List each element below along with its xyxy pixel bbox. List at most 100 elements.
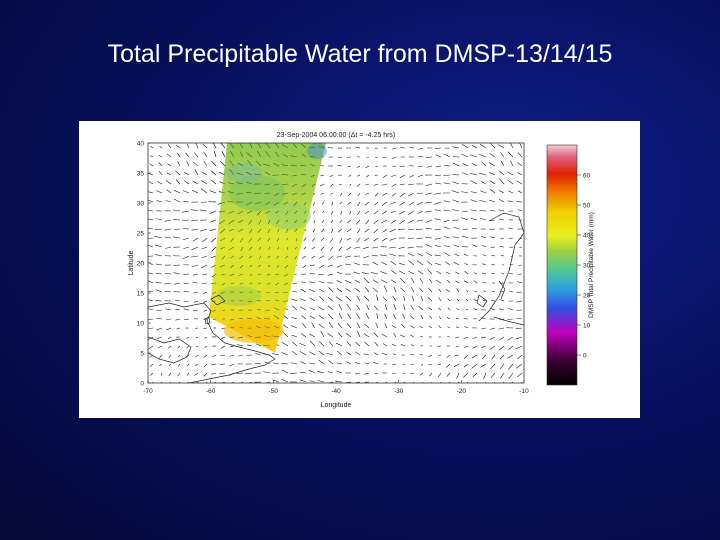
wind-vector (156, 318, 163, 320)
wind-vector (165, 180, 172, 185)
wind-vector (219, 354, 226, 357)
wind-vector (434, 237, 442, 240)
wind-vector (474, 290, 478, 293)
swath-wind-vector (257, 264, 262, 268)
wind-vector (365, 174, 370, 178)
wind-vector (452, 199, 460, 203)
wind-vector (507, 179, 514, 185)
wind-vector (500, 372, 505, 379)
wind-vector (437, 363, 442, 366)
wind-vector (339, 237, 343, 244)
wind-vector (346, 351, 352, 356)
wind-vector (507, 336, 514, 341)
wind-vector (320, 246, 325, 251)
wind-vector (166, 172, 172, 176)
wind-vector (373, 237, 379, 242)
swath-wind-vector (239, 300, 244, 302)
wind-vector (507, 171, 514, 176)
wind-vector (445, 289, 451, 293)
wind-vector (391, 344, 397, 347)
swath-wind-vector (275, 273, 280, 276)
swath-wind-vector (246, 181, 253, 185)
wind-vector (382, 174, 388, 178)
wind-vector (429, 372, 433, 377)
wind-vector (212, 354, 217, 358)
wind-vector (402, 313, 406, 320)
wind-vector (320, 174, 325, 177)
wind-vector (417, 270, 424, 275)
colorbar-tick-label: 30 (583, 263, 591, 270)
wind-vector (410, 344, 415, 347)
swath-wind-vector (256, 309, 262, 311)
wind-vector (382, 296, 388, 302)
wind-vector (434, 228, 442, 231)
x-axis-ticks: -70 -60 -50 -40 -30 -20 -10 (143, 380, 529, 395)
wind-vector (425, 192, 433, 195)
wind-vector (301, 281, 307, 284)
wind-vector (347, 165, 352, 168)
wind-vector (418, 147, 424, 150)
swath-wind-vector (292, 174, 298, 177)
wind-vector (399, 263, 406, 266)
wind-vector (173, 228, 181, 231)
wind-vector (373, 210, 379, 215)
swath-wind-vector (238, 219, 244, 224)
swath-wind-vector (220, 143, 226, 149)
wind-vector (192, 180, 199, 185)
swath-wind-vector (239, 151, 244, 158)
wind-vector (373, 183, 379, 186)
wind-vector (516, 317, 523, 320)
wind-vector (471, 363, 478, 369)
wind-vector (194, 372, 199, 376)
wind-vector (447, 307, 451, 311)
wind-vector (420, 363, 424, 366)
swath-wind-vector (282, 192, 289, 195)
swath-wind-vector (257, 150, 262, 158)
wind-vector (160, 372, 163, 376)
swath-wind-vector (265, 201, 271, 205)
wind-vector (219, 372, 226, 375)
wind-vector (356, 313, 361, 320)
wind-vector (390, 260, 397, 266)
wind-vector (302, 264, 307, 269)
wind-vector (364, 228, 370, 233)
wind-vector (417, 253, 424, 257)
wind-vector (200, 180, 208, 185)
wind-vector (437, 307, 442, 311)
wind-vector (407, 237, 415, 240)
wind-vector (453, 262, 460, 266)
wind-vector (346, 237, 352, 241)
wind-vector (155, 289, 163, 293)
swath-wind-vector (311, 183, 316, 187)
wind-vector (158, 354, 163, 359)
wind-vector (412, 381, 415, 383)
wind-vector (182, 190, 190, 194)
wind-vector (199, 209, 208, 212)
wind-vector (434, 192, 442, 195)
swath-wind-vector (266, 273, 271, 276)
swath-wind-vector (274, 299, 280, 302)
wind-vector (318, 350, 325, 356)
swath-wind-vector (239, 255, 244, 260)
wind-vector (399, 192, 406, 198)
wind-vector (480, 190, 487, 194)
wind-vector (422, 381, 424, 383)
wind-vector (195, 345, 199, 348)
swath-wind-vector (239, 264, 244, 269)
wind-vector (376, 312, 379, 320)
wind-vector (390, 210, 397, 213)
wind-vector (482, 299, 487, 302)
swath-wind-vector (212, 143, 217, 149)
wind-vector (177, 345, 181, 349)
wind-vector (482, 281, 487, 284)
wind-vector (426, 165, 433, 168)
swath-wind-vector (274, 151, 280, 158)
wind-vector (347, 219, 352, 223)
wind-vector (500, 152, 505, 158)
wind-vector (356, 237, 361, 243)
swath-wind-vector (272, 335, 280, 338)
swath-wind-vector (221, 282, 226, 286)
wind-vector (444, 252, 451, 257)
wind-vector (331, 210, 334, 215)
wind-vector (418, 155, 424, 158)
